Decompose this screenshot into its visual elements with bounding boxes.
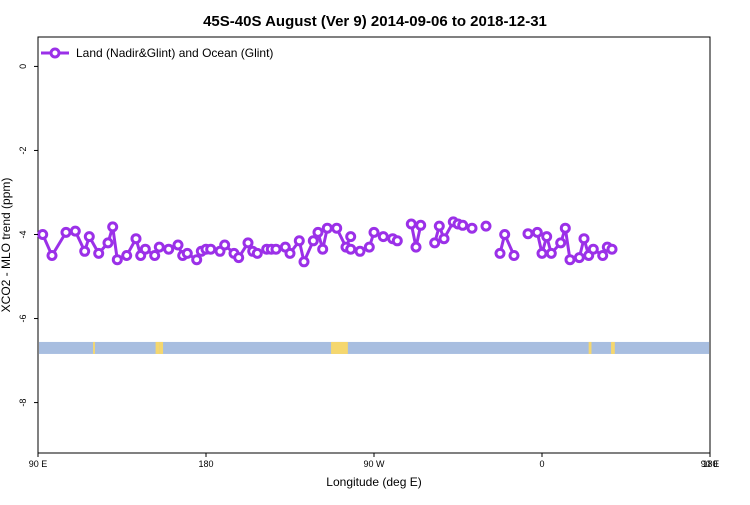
data-point	[191, 254, 203, 266]
data-point	[377, 231, 389, 243]
data-point	[438, 233, 450, 245]
data-point	[149, 250, 161, 261]
legend-marker-swatch	[49, 47, 61, 59]
y-tick-label: -4	[18, 230, 28, 238]
data-point	[587, 243, 599, 255]
map-strip-land	[331, 341, 348, 354]
data-point	[541, 231, 553, 243]
data-point	[578, 233, 590, 245]
x-tick-label: 90 E	[701, 459, 720, 469]
data-point	[457, 219, 469, 231]
data-point	[60, 226, 72, 238]
data-point	[597, 250, 609, 261]
data-point	[531, 226, 543, 238]
x-tick-label: 90 E	[29, 459, 48, 469]
data-point	[564, 254, 576, 266]
data-point	[163, 243, 175, 255]
map-strip-land	[159, 341, 164, 354]
data-point	[536, 247, 548, 259]
data-point	[284, 247, 296, 259]
data-point	[298, 256, 310, 268]
data-point	[107, 221, 119, 233]
map-strip-ocean	[39, 341, 709, 354]
data-point	[317, 243, 329, 255]
data-point	[83, 231, 95, 243]
x-axis-title: Longitude (deg E)	[326, 475, 421, 489]
y-axis-title: XCO2 - MLO trend (ppm)	[0, 178, 13, 313]
data-point	[233, 252, 245, 264]
data-point	[433, 220, 445, 232]
data-point	[415, 219, 427, 231]
data-point	[321, 222, 333, 234]
data-point	[494, 247, 506, 259]
data-point	[391, 235, 403, 247]
data-point	[153, 241, 165, 253]
data-point	[270, 243, 282, 255]
y-axis: 0 -2 -4 -6 -8	[18, 64, 38, 407]
data-point	[139, 243, 151, 255]
y-tick-label: -8	[18, 399, 28, 407]
y-tick-label: 0	[18, 64, 28, 69]
data-point	[508, 250, 520, 261]
data-point	[37, 229, 49, 240]
data-point	[480, 220, 492, 232]
map-strip-land	[155, 341, 160, 354]
data-point	[130, 233, 142, 245]
data-point	[345, 231, 357, 243]
data-point	[121, 250, 133, 261]
data-point	[69, 225, 81, 237]
chart-title: 45S-40S August (Ver 9) 2014-09-06 to 201…	[203, 13, 547, 30]
data-point	[410, 241, 422, 253]
map-strip-land	[93, 341, 95, 354]
data-point	[93, 247, 105, 259]
data-point	[205, 243, 217, 255]
series-markers	[37, 216, 618, 268]
data-point	[429, 237, 441, 249]
data-point	[251, 247, 263, 259]
map-strip-land	[611, 341, 615, 354]
legend-label: Land (Nadir&Glint) and Ocean (Glint)	[76, 46, 273, 60]
data-point	[242, 237, 254, 249]
x-tick-label: 90 W	[363, 459, 385, 469]
data-point	[606, 243, 618, 255]
map-strip	[39, 341, 709, 354]
data-point	[345, 243, 357, 255]
data-point	[522, 228, 534, 240]
x-tick-label: 180	[702, 459, 717, 469]
data-point	[555, 237, 567, 249]
data-point	[172, 239, 184, 251]
plot-area	[37, 36, 711, 454]
data-point	[219, 239, 231, 251]
data-point	[312, 226, 324, 238]
data-point	[79, 245, 91, 257]
data-point	[559, 222, 571, 234]
data-point	[293, 235, 305, 247]
y-tick-label: -2	[18, 146, 28, 154]
data-point	[545, 247, 557, 259]
map-strip-land	[588, 341, 592, 354]
legend: Land (Nadir&Glint) and Ocean (Glint)	[41, 46, 273, 60]
x-tick-label: 180	[198, 459, 213, 469]
x-tick-label: 0	[539, 459, 544, 469]
data-point	[102, 237, 114, 249]
data-point	[354, 245, 366, 257]
data-point	[46, 250, 58, 261]
data-point	[368, 226, 380, 238]
data-point	[181, 247, 193, 259]
data-point	[466, 222, 478, 234]
data-point	[405, 218, 417, 230]
data-point	[363, 241, 375, 253]
data-point	[307, 235, 319, 247]
y-tick-label: -6	[18, 315, 28, 323]
data-point	[111, 254, 123, 266]
data-point	[499, 229, 511, 240]
data-point	[331, 222, 343, 234]
data-point	[573, 252, 585, 264]
